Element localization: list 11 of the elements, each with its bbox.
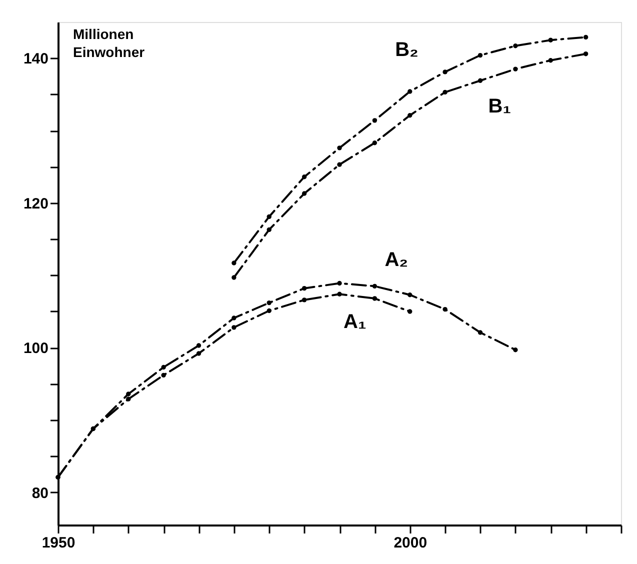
series-label: B₁: [488, 96, 511, 118]
series-label: A₂: [384, 249, 408, 272]
series-label: B₂: [395, 38, 418, 61]
y-tick-label: 80: [32, 484, 48, 502]
y-tick-label: 100: [23, 340, 48, 358]
x-tick-label: 2000: [394, 534, 428, 552]
y-axis-title: Millionen Einwohner: [73, 26, 146, 60]
x-tick-label: 1950: [42, 534, 76, 552]
y-tick-label: 120: [23, 195, 48, 212]
series-label: A₁: [344, 311, 366, 334]
y-tick-label: 140: [23, 50, 48, 68]
